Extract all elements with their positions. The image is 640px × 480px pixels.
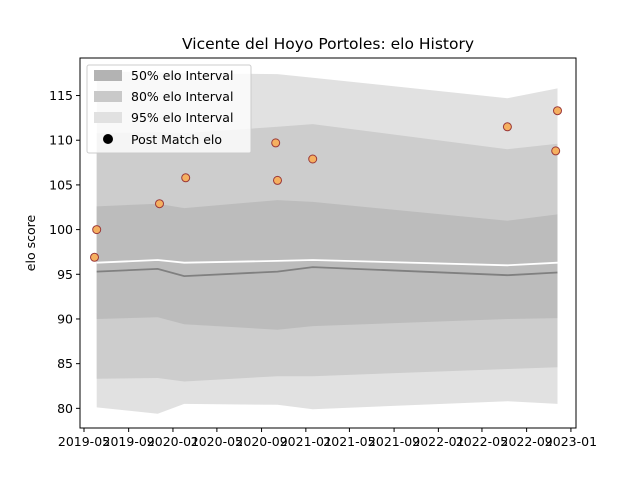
post-match-point — [182, 174, 190, 182]
y-tick-label: 110 — [49, 133, 73, 148]
post-match-point — [274, 176, 282, 184]
post-match-point — [272, 139, 280, 147]
x-tick-label: 2023-01 — [545, 434, 597, 449]
post-match-point — [309, 155, 317, 163]
y-tick-label: 115 — [49, 88, 73, 103]
post-match-point — [554, 107, 562, 115]
legend-swatch-80 — [94, 91, 122, 102]
y-tick-label: 105 — [49, 177, 73, 192]
legend-label-50: 50% elo Interval — [131, 68, 233, 83]
legend-label-post-match: Post Match elo — [131, 132, 222, 147]
legend-marker-post-match — [103, 134, 113, 144]
legend-swatch-95 — [94, 112, 122, 123]
y-axis-label: elo score — [23, 215, 38, 272]
y-tick-label: 80 — [57, 401, 73, 416]
legend-label-95: 95% elo Interval — [131, 110, 233, 125]
legend: 50% elo Interval 80% elo Interval 95% el… — [87, 65, 251, 153]
post-match-point — [503, 123, 511, 131]
y-tick-label: 85 — [57, 356, 73, 371]
post-match-point — [552, 147, 560, 155]
post-match-point — [93, 226, 101, 234]
chart-title: Vicente del Hoyo Portoles: elo History — [182, 35, 474, 53]
legend-swatch-50 — [94, 70, 122, 81]
y-tick-label: 90 — [57, 311, 73, 326]
post-match-point — [156, 200, 164, 208]
post-match-point — [91, 253, 99, 261]
y-tick-label: 95 — [57, 267, 73, 282]
legend-label-80: 80% elo Interval — [131, 89, 233, 104]
y-tick-label: 100 — [49, 222, 73, 237]
